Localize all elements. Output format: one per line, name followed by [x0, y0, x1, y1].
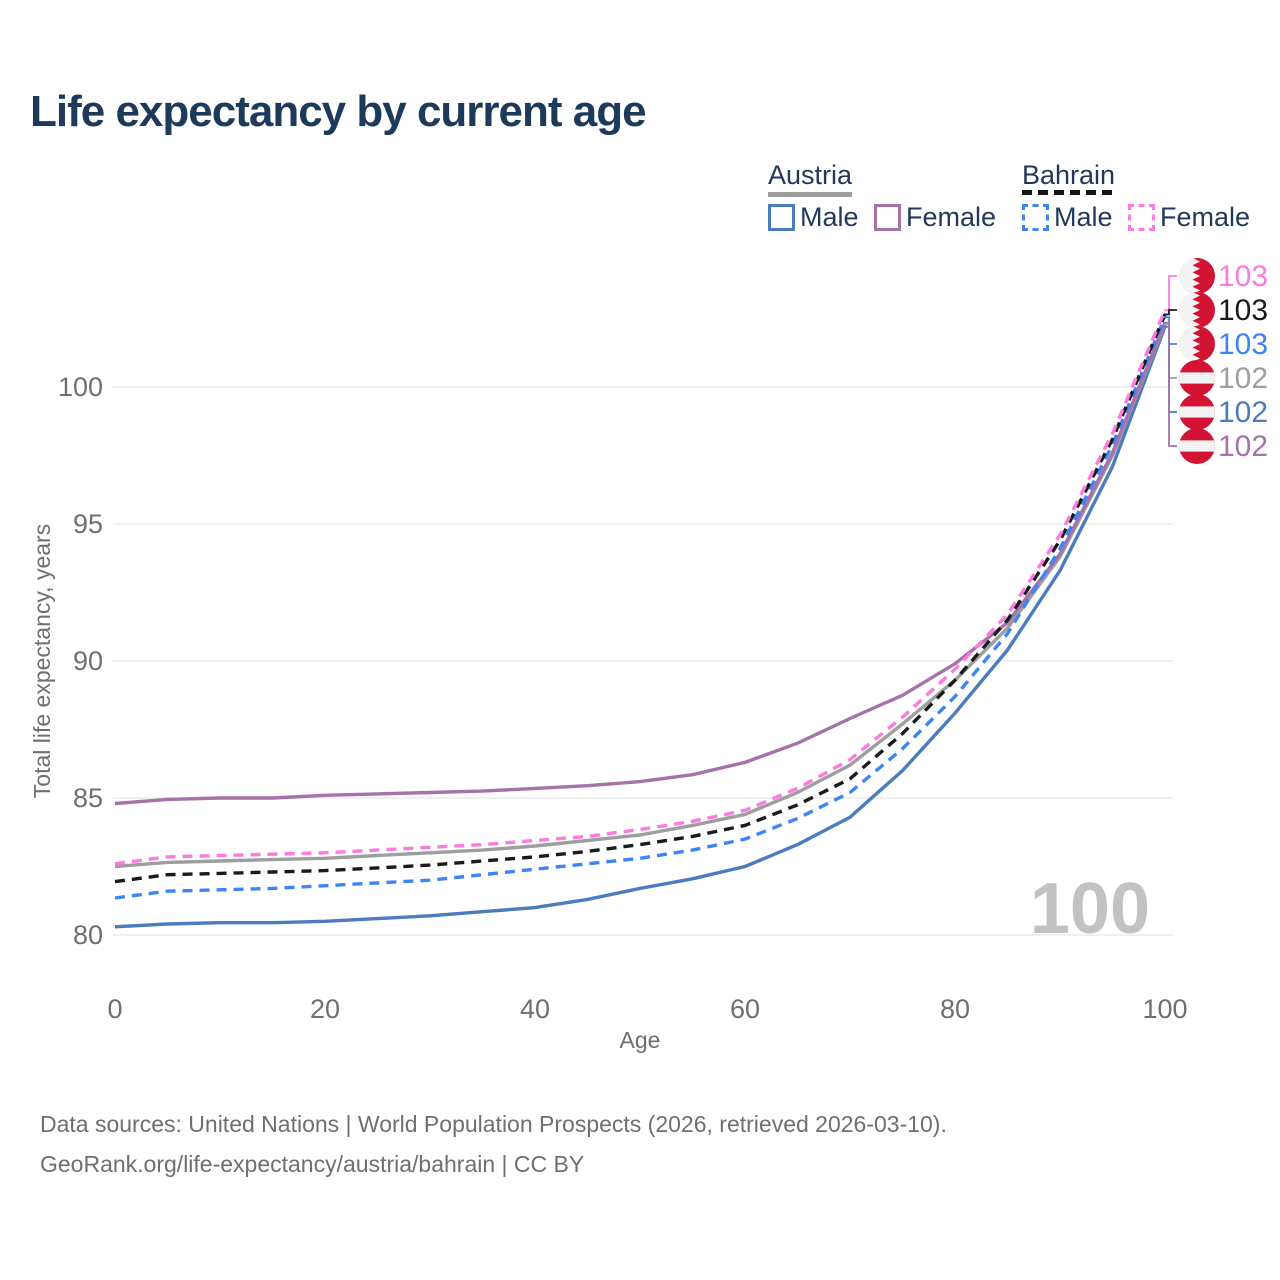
- legend-austria-male-label[interactable]: Male: [800, 202, 859, 232]
- callout-leader-austria_both: [1164, 323, 1177, 379]
- y-tick-label-95: 95: [73, 509, 103, 539]
- legend-group-bahrain-label[interactable]: Bahrain: [1022, 160, 1116, 190]
- y-tick-label-100: 100: [58, 372, 103, 402]
- x-tick-label-40: 40: [520, 994, 550, 1024]
- x-axis-title: Age: [620, 1027, 661, 1053]
- bahrain-flag-icon: [1179, 292, 1215, 328]
- series-line-bahrain_male[interactable]: [114, 316, 1167, 900]
- x-tick-label-0: 0: [107, 994, 122, 1024]
- legend-austria-male-swatch[interactable]: [768, 204, 795, 231]
- callout-value-austria_both: 102: [1218, 362, 1268, 395]
- legend-bahrain-female-label[interactable]: Female: [1160, 202, 1251, 232]
- bahrain-flag-icon: [1179, 326, 1215, 362]
- x-tick-label-80: 80: [940, 994, 970, 1024]
- series-line-bahrain_female[interactable]: [114, 309, 1167, 866]
- callout-leader-bahrain_male: [1164, 316, 1177, 345]
- callout-value-bahrain_female: 103: [1218, 260, 1268, 293]
- austria-flag-icon: [1179, 360, 1215, 396]
- y-axis-title: Total life expectancy, years: [29, 524, 55, 798]
- y-tick-label-90: 90: [73, 646, 103, 676]
- legend-bahrain-female-swatch[interactable]: [1128, 204, 1155, 231]
- legend-bahrain-male-swatch[interactable]: [1022, 204, 1049, 231]
- series-line-austria_female[interactable]: [114, 321, 1167, 806]
- callout-leader-bahrain_both: [1164, 309, 1177, 316]
- bahrain-flag-icon: [1179, 258, 1215, 294]
- callout-value-austria_female: 102: [1218, 430, 1268, 463]
- callout-leader-austria_male: [1164, 325, 1177, 413]
- series-line-austria_male[interactable]: [114, 326, 1167, 929]
- page-title: Life expectancy by current age: [30, 87, 647, 136]
- legend-bahrain-male-label[interactable]: Male: [1054, 202, 1113, 232]
- series-line-bahrain_both[interactable]: [114, 313, 1167, 884]
- legend-group-austria-label[interactable]: Austria: [768, 160, 853, 190]
- callout-value-bahrain_male: 103: [1218, 328, 1268, 361]
- x-tick-label-100: 100: [1142, 994, 1187, 1024]
- footer: Data sources: United Nations | World Pop…: [40, 1104, 947, 1184]
- legend-austria-line-swatch: [768, 192, 852, 197]
- austria-flag-icon: [1179, 428, 1215, 464]
- y-tick-label-85: 85: [73, 783, 103, 813]
- legend-bahrain-line-swatch: [1022, 190, 1112, 195]
- callout-leader-bahrain_female: [1164, 275, 1177, 312]
- footer-data-sources: Data sources: United Nations | World Pop…: [40, 1111, 947, 1137]
- footer-attribution: GeoRank.org/life-expectancy/austria/bahr…: [40, 1151, 585, 1177]
- x-tick-label-20: 20: [310, 994, 340, 1024]
- age-counter-watermark: 100: [1030, 869, 1150, 949]
- callout-value-bahrain_both: 103: [1218, 294, 1268, 327]
- series-line-austria_both[interactable]: [114, 323, 1167, 869]
- legend-austria-female-label[interactable]: Female: [906, 202, 997, 232]
- callout-value-austria_male: 102: [1218, 396, 1268, 429]
- austria-flag-icon: [1179, 394, 1215, 430]
- y-tick-label-80: 80: [73, 920, 103, 950]
- callout-leader-austria_female: [1164, 321, 1177, 447]
- legend-austria-female-swatch[interactable]: [874, 204, 901, 231]
- x-tick-label-60: 60: [730, 994, 760, 1024]
